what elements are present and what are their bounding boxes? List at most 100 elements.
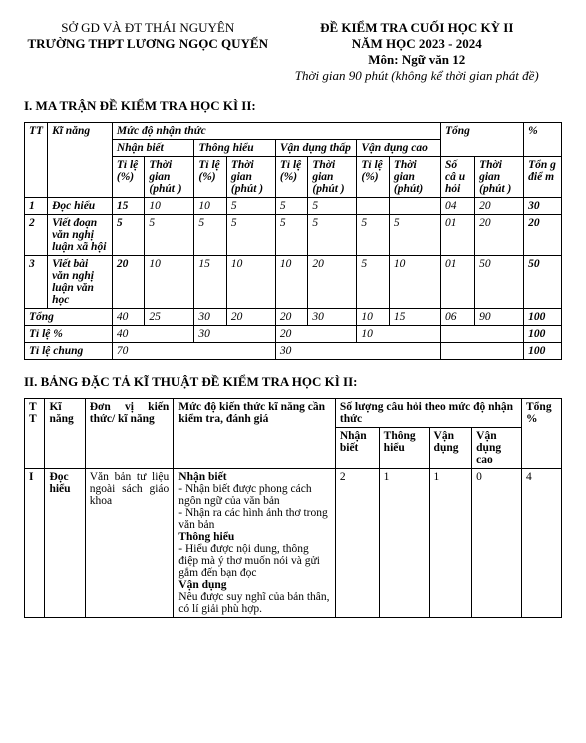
cell: 04	[441, 198, 475, 215]
col-nb: Nhận biết	[112, 140, 194, 157]
school-year: NĂM HỌC 2023 - 2024	[271, 36, 562, 52]
col-level-group: Mức độ nhận thức	[112, 123, 440, 140]
cell: 30	[194, 309, 226, 326]
cell: 100	[524, 326, 562, 343]
desc-line: Nêu được suy nghĩ của bản thân, có lí gi…	[178, 591, 331, 615]
cell: 100	[524, 309, 562, 326]
cell: 10	[389, 256, 440, 309]
cell	[441, 326, 524, 343]
col-th: Thông hiểu	[194, 140, 276, 157]
cell	[441, 343, 524, 360]
cell: 30	[308, 309, 357, 326]
cell: Tỉ lệ chung	[25, 343, 113, 360]
cell: 20	[112, 256, 144, 309]
cell: 5	[194, 215, 226, 256]
cell: 5	[145, 215, 194, 256]
cell: 20	[226, 309, 275, 326]
duration: Thời gian 90 phút (không kể thời gian ph…	[271, 68, 562, 84]
cell: 5	[308, 198, 357, 215]
cell: 15	[389, 309, 440, 326]
cell-vdc: 0	[472, 469, 522, 618]
sub-nb-tg: Thời gian (phút )	[145, 157, 194, 198]
cell: Viết đoạn văn nghị luận xã hội	[48, 215, 113, 256]
cell: 30	[194, 326, 276, 343]
cell: 2	[25, 215, 48, 256]
cell: 5	[389, 215, 440, 256]
cell: Viết bài văn nghị luận văn học	[48, 256, 113, 309]
sub-th-tg: Thời gian (phút )	[226, 157, 275, 198]
cell: 5	[226, 215, 275, 256]
cell: 30	[275, 343, 440, 360]
col-vdt: Vận dụng thấp	[275, 140, 357, 157]
cell: 5	[112, 215, 144, 256]
cell: 01	[441, 256, 475, 309]
cell: 90	[475, 309, 524, 326]
cell: 20	[475, 198, 524, 215]
cell: Tỉ lệ %	[25, 326, 113, 343]
cell: 40	[112, 309, 144, 326]
cell: 20	[308, 256, 357, 309]
cell-desc: Nhận biết - Nhận biết được phong cách ng…	[174, 469, 336, 618]
col-tt: TT	[25, 123, 48, 198]
cell: 10	[194, 198, 226, 215]
sub-vd: Vận dụng	[429, 428, 472, 469]
sub-nb-tl: Tỉ lệ (%)	[112, 157, 144, 198]
cell: 20	[275, 309, 307, 326]
col-skill: Kĩ năng	[45, 399, 85, 469]
cell: 5	[226, 198, 275, 215]
desc-th-head: Thông hiểu	[178, 531, 331, 543]
desc-vd-head: Vận dụng	[178, 579, 331, 591]
cell: 20	[524, 215, 562, 256]
document-header: SỞ GD VÀ ĐT THÁI NGUYÊN TRƯỜNG THPT LƯƠN…	[24, 20, 562, 84]
col-unit: Đơn vị kiến thức/ kĩ năng	[85, 399, 174, 469]
cell: 5	[357, 215, 389, 256]
col-total: Tổng	[441, 123, 524, 157]
sub-soc: Số câ u hỏi	[441, 157, 475, 198]
cell: 25	[145, 309, 194, 326]
sub-vdc-tg: Thời gian (phút)	[389, 157, 440, 198]
cell-skill: Đọc hiểu	[45, 469, 85, 618]
cell: 1	[25, 198, 48, 215]
cell: 5	[275, 215, 307, 256]
table-row: 2 Viết đoạn văn nghị luận xã hội 5 5 5 5…	[25, 215, 562, 256]
sub-vdt-tl: Tỉ lệ (%)	[275, 157, 307, 198]
table-row: 1 Đọc hiểu 15 10 10 5 5 5 04 20 30	[25, 198, 562, 215]
exam-title: ĐỀ KIỂM TRA CUỐI HỌC KỲ II	[271, 20, 562, 36]
cell: 10	[357, 309, 389, 326]
cell	[389, 198, 440, 215]
sub-vdc: Vận dụng cao	[472, 428, 522, 469]
matrix-table: TT Kĩ năng Mức độ nhận thức Tổng % Nhận …	[24, 122, 562, 360]
cell: 3	[25, 256, 48, 309]
cell: 5	[308, 215, 357, 256]
cell: 20	[275, 326, 357, 343]
sub-th: Thông hiểu	[379, 428, 429, 469]
col-tt: T T	[25, 399, 45, 469]
cell-nb: 2	[335, 469, 379, 618]
cell: 15	[112, 198, 144, 215]
cell: 70	[112, 343, 275, 360]
header-left: SỞ GD VÀ ĐT THÁI NGUYÊN TRƯỜNG THPT LƯƠN…	[24, 20, 271, 84]
col-count-group: Số lượng câu hỏi theo mức độ nhận thức	[335, 399, 521, 428]
cell-vd: 1	[429, 469, 472, 618]
dept-line: SỞ GD VÀ ĐT THÁI NGUYÊN	[24, 20, 271, 36]
col-pct: %	[524, 123, 562, 157]
cell: 50	[524, 256, 562, 309]
cell: 06	[441, 309, 475, 326]
cell-th: 1	[379, 469, 429, 618]
cell-tt: I	[25, 469, 45, 618]
row-tile-pct: Tỉ lệ % 40 30 20 10 100	[25, 326, 562, 343]
col-total-pct: Tổng %	[522, 399, 562, 469]
cell: 5	[275, 198, 307, 215]
sub-th-tl: Tỉ lệ (%)	[194, 157, 226, 198]
sub-vdc-tl: Tỉ lệ (%)	[357, 157, 389, 198]
cell-unit: Văn bản tư liệu ngoài sách giáo khoa	[85, 469, 174, 618]
cell: 10	[226, 256, 275, 309]
cell: 01	[441, 215, 475, 256]
section-2-title: II. BẢNG ĐẶC TẢ KĨ THUẬT ĐỀ KIỂM TRA HỌC…	[24, 374, 562, 390]
sub-tongdiem: Tổn g điể m	[524, 157, 562, 198]
row-tile-chung: Tỉ lệ chung 70 30 100	[25, 343, 562, 360]
col-level-desc: Mức độ kiến thức kĩ năng cần kiểm tra, đ…	[174, 399, 336, 469]
cell: 40	[112, 326, 194, 343]
school-name: TRƯỜNG THPT LƯƠNG NGỌC QUYẾN	[24, 36, 271, 52]
sub-tg: Thời gian (phút )	[475, 157, 524, 198]
